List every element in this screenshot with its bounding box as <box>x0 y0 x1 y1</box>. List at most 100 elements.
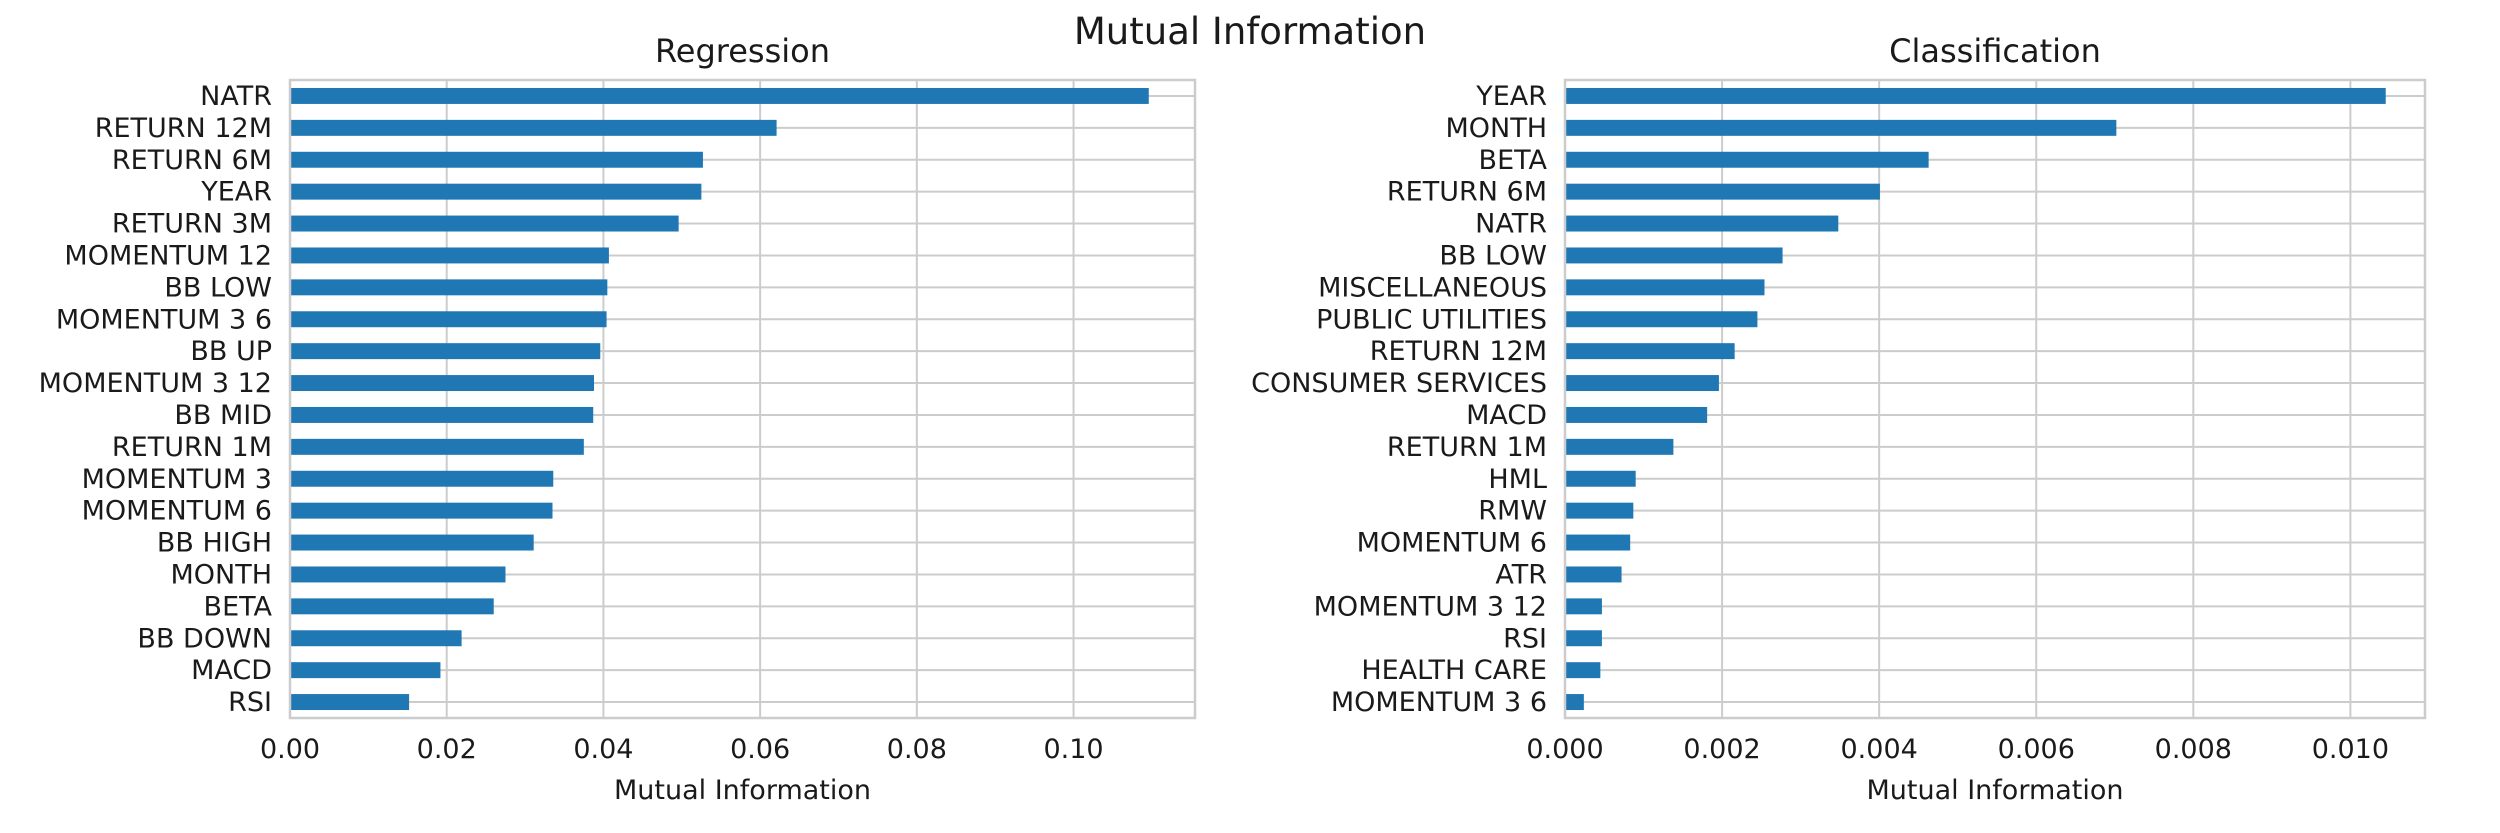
category-label: RETURN 12M <box>1370 336 1547 367</box>
bar <box>1565 406 1708 423</box>
bar <box>1565 87 2386 104</box>
x-tick-label: 0.00 <box>260 734 320 765</box>
bar <box>290 406 594 423</box>
bar <box>1565 215 1839 232</box>
category-label: MACD <box>191 655 272 686</box>
bar <box>1565 438 1674 455</box>
bar <box>290 279 608 296</box>
x-tick-label: 0.008 <box>2155 734 2232 765</box>
category-label: RETURN 12M <box>95 113 272 144</box>
category-label: ATR <box>1495 559 1547 590</box>
category-label: YEAR <box>200 177 272 208</box>
bar <box>290 630 462 647</box>
category-label: BB LOW <box>1439 240 1547 271</box>
panel-title: Classification <box>1889 32 2101 70</box>
bar <box>1565 566 1622 583</box>
bar <box>1565 183 1880 200</box>
category-label: PUBLIC UTILITIES <box>1316 304 1547 335</box>
category-label: BB MID <box>174 400 272 431</box>
plot-frame <box>1563 78 2427 720</box>
category-label: RMW <box>1478 496 1547 527</box>
bar <box>290 566 506 583</box>
category-label: RSI <box>1503 623 1547 654</box>
category-label: YEAR <box>1475 81 1547 112</box>
category-label: MONTH <box>1445 113 1547 144</box>
classification-panel: 0.000 0.002 0.004 0.006 0.008 0.010YEARMONTHB… <box>1251 32 2427 806</box>
category-label: MOMENTUM 3 12 <box>39 368 272 399</box>
x-tick-label: 0.010 <box>2312 734 2389 765</box>
bar <box>290 662 441 679</box>
category-label: BB LOW <box>164 272 272 303</box>
category-label: MISCELLANEOUS <box>1318 272 1547 303</box>
category-label: BB DOWN <box>137 623 272 654</box>
category-label: NATR <box>200 81 272 112</box>
category-label: RETURN 6M <box>1387 177 1547 208</box>
bar <box>290 375 595 392</box>
bar <box>1565 151 1929 168</box>
x-tick-label: 0.004 <box>1841 734 1918 765</box>
bar <box>1565 694 1584 711</box>
category-label: MOMENTUM 3 <box>82 464 272 495</box>
category-label: MOMENTUM 6 <box>1357 528 1547 559</box>
x-tick-label: 0.000 <box>1526 734 1603 765</box>
category-label: RETURN 6M <box>112 145 272 176</box>
x-tick-label: 0.002 <box>1683 734 1760 765</box>
category-label: BB UP <box>190 336 272 367</box>
x-tick-label: 0.02 <box>417 734 477 765</box>
category-label: MOMENTUM 3 6 <box>56 304 272 335</box>
category-label: BETA <box>1479 145 1548 176</box>
bar <box>290 598 494 615</box>
bar <box>1565 247 1783 264</box>
bar <box>290 151 703 168</box>
category-label: BETA <box>204 591 273 622</box>
bar <box>290 343 601 360</box>
bar <box>290 438 584 455</box>
bar <box>1565 119 2117 136</box>
x-axis-label: Mutual Information <box>1866 775 2123 806</box>
category-label: RETURN 3M <box>112 209 272 240</box>
bar <box>290 502 553 519</box>
bar <box>1565 311 1758 328</box>
bar <box>1565 534 1631 551</box>
bar <box>1565 598 1602 615</box>
category-label: MONTH <box>170 559 272 590</box>
bar <box>290 87 1149 104</box>
bar <box>290 534 534 551</box>
x-tick-label: 0.08 <box>887 734 947 765</box>
category-label: MOMENTUM 6 <box>82 496 272 527</box>
x-tick-label: 0.04 <box>573 734 633 765</box>
bar <box>290 694 410 711</box>
x-tick-label: 0.006 <box>1998 734 2075 765</box>
category-label: BB HIGH <box>157 528 272 559</box>
bar <box>290 470 554 487</box>
figure-title: Mutual Information <box>1074 10 1426 53</box>
plot-frame <box>288 78 1197 720</box>
category-label: MACD <box>1466 400 1547 431</box>
bar <box>290 215 679 232</box>
category-label: RETURN 1M <box>1387 432 1547 463</box>
category-label: HEALTH CARE <box>1361 655 1547 686</box>
bar <box>1565 279 1765 296</box>
bar <box>1565 502 1634 519</box>
category-label: MOMENTUM 3 6 <box>1331 687 1547 718</box>
x-axis-label: Mutual Information <box>614 775 871 806</box>
category-label: CONSUMER SERVICES <box>1251 368 1547 399</box>
bar <box>1565 630 1602 647</box>
category-label: MOMENTUM 12 <box>64 240 272 271</box>
bar <box>290 119 777 136</box>
category-label: MOMENTUM 3 12 <box>1314 591 1547 622</box>
bar <box>1565 375 1719 392</box>
bar <box>1565 470 1636 487</box>
x-tick-label: 0.10 <box>1043 734 1103 765</box>
category-label: NATR <box>1475 209 1547 240</box>
bar <box>1565 343 1735 360</box>
bar <box>290 183 702 200</box>
panel-title: Regression <box>655 32 830 70</box>
bar <box>290 247 609 264</box>
x-tick-label: 0.06 <box>730 734 790 765</box>
bar <box>1565 662 1601 679</box>
bar <box>290 311 607 328</box>
category-label: HML <box>1488 464 1547 495</box>
